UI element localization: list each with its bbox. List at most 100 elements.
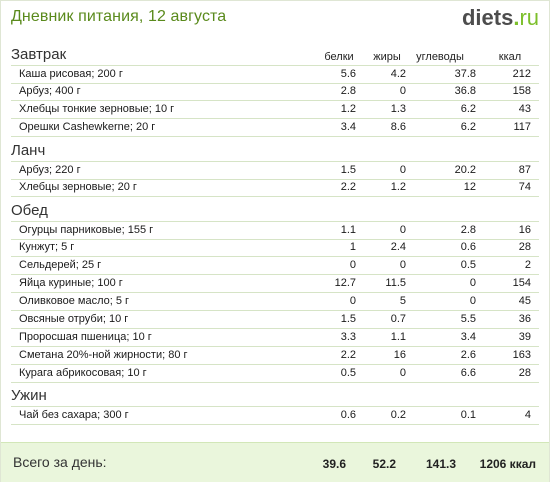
food-name: Орешки Cashewkerne; 20 г [19, 121, 156, 133]
page-title: Дневник питания, 12 августа [11, 8, 227, 25]
carbs-value: 36.8 [454, 85, 476, 97]
logo-dot: . [513, 5, 520, 30]
kcal-value: 4 [524, 409, 531, 421]
fat-value: 2.4 [390, 241, 406, 253]
carbs-value: 0.6 [460, 241, 476, 253]
food-name: Огурцы парниковые; 155 г [19, 224, 154, 236]
protein-value: 2.2 [340, 349, 356, 361]
carbs-value: 6.2 [460, 121, 476, 133]
section-title: Ужин [11, 387, 47, 404]
carbs-value: 6.6 [460, 367, 476, 379]
kcal-value: 154 [512, 277, 531, 289]
total-fat: 52.2 [372, 457, 396, 471]
total-row: Всего за день: 39.6 52.2 141.3 1206 ккал [1, 442, 549, 482]
total-kcal: 1206 ккал [479, 457, 536, 471]
table-row: Курага абрикосовая; 10 г 0.5 0 6.6 28 [11, 365, 539, 383]
carbs-value: 20.2 [454, 164, 476, 176]
protein-value: 0 [349, 295, 356, 307]
kcal-value: 16 [518, 224, 531, 236]
food-name: Каша рисовая; 200 г [19, 68, 123, 80]
section-title: Ланч [11, 142, 46, 159]
col-header-fat: жиры [373, 51, 401, 63]
carbs-value: 3.4 [460, 331, 476, 343]
kcal-value: 39 [518, 331, 531, 343]
section-title: Завтрак [11, 46, 67, 63]
table-row: Арбуз; 400 г 2.8 0 36.8 158 [11, 83, 539, 101]
table-row: Хлебцы тонкие зерновые; 10 г 1.2 1.3 6.2 43 [11, 101, 539, 119]
table-row: Проросшая пшеница; 10 г 3.3 1.1 3.4 39 [11, 329, 539, 347]
food-name: Чай без сахара; 300 г [19, 409, 129, 421]
fat-value: 1.1 [390, 331, 406, 343]
table-row: Овсяные отруби; 10 г 1.5 0.7 5.5 36 [11, 311, 539, 329]
table-row: Арбуз; 220 г 1.5 0 20.2 87 [11, 161, 539, 180]
carbs-value: 0 [469, 295, 476, 307]
protein-value: 0.5 [340, 367, 356, 379]
site-logo[interactable]: diets.ru [462, 5, 539, 31]
carbs-value: 5.5 [460, 313, 476, 325]
carbs-value: 0 [469, 277, 476, 289]
protein-value: 1.5 [340, 164, 356, 176]
food-name: Проросшая пшеница; 10 г [19, 331, 152, 343]
kcal-value: 2 [524, 259, 531, 271]
protein-value: 1 [349, 241, 356, 253]
kcal-value: 28 [518, 241, 531, 253]
kcal-value: 36 [518, 313, 531, 325]
section-title: Обед [11, 202, 48, 219]
food-name: Хлебцы зерновые; 20 г [19, 181, 137, 193]
carbs-value: 12 [463, 181, 476, 193]
protein-value: 2.2 [340, 181, 356, 193]
carbs-value: 2.8 [460, 224, 476, 236]
logo-tld: ru [519, 5, 539, 30]
carbs-value: 6.2 [460, 103, 476, 115]
carbs-value: 37.8 [454, 68, 476, 80]
fat-value: 8.6 [390, 121, 406, 133]
fat-value: 11.5 [385, 277, 406, 289]
kcal-value: 87 [518, 164, 531, 176]
protein-value: 12.7 [334, 277, 356, 289]
carbs-value: 2.6 [460, 349, 476, 361]
protein-value: 5.6 [340, 68, 356, 80]
protein-value: 1.1 [340, 224, 356, 236]
fat-value: 1.3 [390, 103, 406, 115]
table-row: Каша рисовая; 200 г 5.6 4.2 37.8 212 [11, 65, 539, 84]
kcal-value: 158 [512, 85, 531, 97]
col-header-kcal: ккал [498, 51, 522, 63]
header: Дневник питания, 12 августа diets.ru [1, 1, 549, 37]
kcal-value: 28 [518, 367, 531, 379]
food-name: Курага абрикосовая; 10 г [19, 367, 147, 379]
kcal-value: 163 [512, 349, 531, 361]
fat-value: 0 [399, 367, 406, 379]
fat-value: 0 [399, 224, 406, 236]
food-name: Оливковое масло; 5 г [19, 295, 130, 307]
protein-value: 3.3 [340, 331, 356, 343]
fat-value: 0.7 [390, 313, 406, 325]
fat-value: 0.2 [390, 409, 406, 421]
logo-name: diets [461, 5, 514, 30]
table-row: Оливковое масло; 5 г 0 5 0 45 [11, 293, 539, 311]
protein-value: 0 [349, 259, 356, 271]
table-row: Сельдерей; 25 г 0 0 0.5 2 [11, 257, 539, 275]
food-name: Хлебцы тонкие зерновые; 10 г [19, 103, 175, 115]
protein-value: 2.8 [340, 85, 356, 97]
carbs-value: 0.1 [460, 409, 476, 421]
protein-value: 0.6 [340, 409, 356, 421]
table-row: Орешки Cashewkerne; 20 г 3.4 8.6 6.2 117 [11, 119, 539, 137]
table-row: Огурцы парниковые; 155 г 1.1 0 2.8 16 [11, 221, 539, 240]
protein-value: 3.4 [340, 121, 356, 133]
col-header-carbs: углеводы [416, 51, 464, 63]
food-name: Сметана 20%-ной жирности; 80 г [19, 349, 188, 361]
kcal-value: 117 [513, 121, 531, 133]
kcal-value: 45 [518, 295, 531, 307]
food-name: Яйца куриные; 100 г [19, 277, 123, 289]
table-row: Сметана 20%-ной жирности; 80 г 2.2 16 2.6 16… [11, 347, 539, 365]
protein-value: 1.2 [340, 103, 356, 115]
food-name: Сельдерей; 25 г [19, 259, 102, 271]
food-name: Арбуз; 220 г [19, 164, 81, 176]
food-name: Овсяные отруби; 10 г [19, 313, 129, 325]
carbs-value: 0.5 [460, 259, 476, 271]
fat-value: 4.2 [390, 68, 406, 80]
fat-value: 1.2 [390, 181, 406, 193]
total-carbs: 141.3 [425, 457, 456, 471]
protein-value: 1.5 [340, 313, 356, 325]
